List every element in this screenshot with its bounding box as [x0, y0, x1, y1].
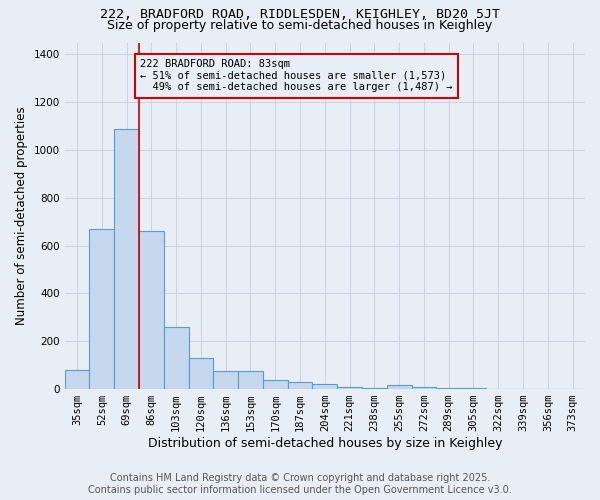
Bar — [461, 388, 486, 389]
X-axis label: Distribution of semi-detached houses by size in Keighley: Distribution of semi-detached houses by … — [148, 437, 502, 450]
Text: Contains HM Land Registry data © Crown copyright and database right 2025.
Contai: Contains HM Land Registry data © Crown c… — [88, 474, 512, 495]
Text: 222 BRADFORD ROAD: 83sqm
← 51% of semi-detached houses are smaller (1,573)
  49%: 222 BRADFORD ROAD: 83sqm ← 51% of semi-d… — [140, 59, 453, 92]
Bar — [238, 371, 263, 389]
Bar — [387, 386, 412, 389]
Bar — [65, 370, 89, 389]
Bar — [412, 387, 436, 389]
Bar — [139, 232, 164, 389]
Bar — [114, 128, 139, 389]
Bar — [263, 380, 287, 389]
Y-axis label: Number of semi-detached properties: Number of semi-detached properties — [15, 106, 28, 325]
Bar — [287, 382, 313, 389]
Bar — [164, 327, 188, 389]
Bar — [313, 384, 337, 389]
Bar — [436, 388, 461, 389]
Bar — [214, 371, 238, 389]
Bar — [337, 386, 362, 389]
Text: 222, BRADFORD ROAD, RIDDLESDEN, KEIGHLEY, BD20 5JT: 222, BRADFORD ROAD, RIDDLESDEN, KEIGHLEY… — [100, 8, 500, 20]
Bar — [362, 388, 387, 389]
Bar — [188, 358, 214, 389]
Bar — [89, 229, 114, 389]
Text: Size of property relative to semi-detached houses in Keighley: Size of property relative to semi-detach… — [107, 18, 493, 32]
